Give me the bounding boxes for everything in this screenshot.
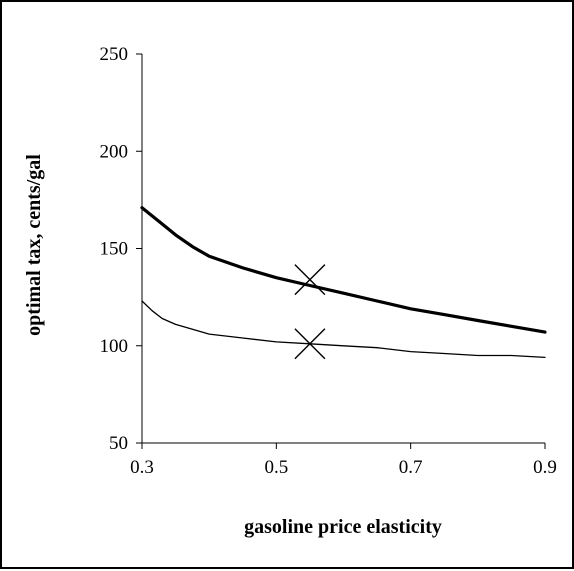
series-line-thin: [141, 300, 546, 359]
x-marker: [294, 328, 326, 360]
axes: [141, 54, 545, 444]
x-tick-label: 0.9: [533, 457, 557, 478]
x-tick-label: 0.3: [130, 457, 154, 478]
x-axis-title: gasoline price elasticity: [244, 516, 442, 538]
x-marker: [294, 264, 326, 296]
series-line-thick: [140, 206, 547, 334]
y-tick-label: 200: [100, 141, 129, 162]
y-ticks: 50 100 150 200 250: [100, 44, 142, 454]
y-tick-label: 150: [100, 239, 129, 260]
x-ticks: 0.3 0.5 0.7 0.9: [130, 443, 557, 478]
x-marker-stroke: [294, 328, 326, 360]
y-tick-label: 250: [100, 44, 129, 65]
x-marker-stroke: [294, 264, 326, 296]
x-tick-label: 0.7: [399, 457, 423, 478]
series-layer: [140, 206, 547, 359]
y-tick-label: 100: [100, 336, 129, 357]
y-axis-title: optimal tax, cents/gal: [23, 154, 45, 336]
y-tick-label: 50: [109, 433, 128, 454]
x-tick-label: 0.5: [264, 457, 288, 478]
marker-layer: [294, 264, 326, 360]
